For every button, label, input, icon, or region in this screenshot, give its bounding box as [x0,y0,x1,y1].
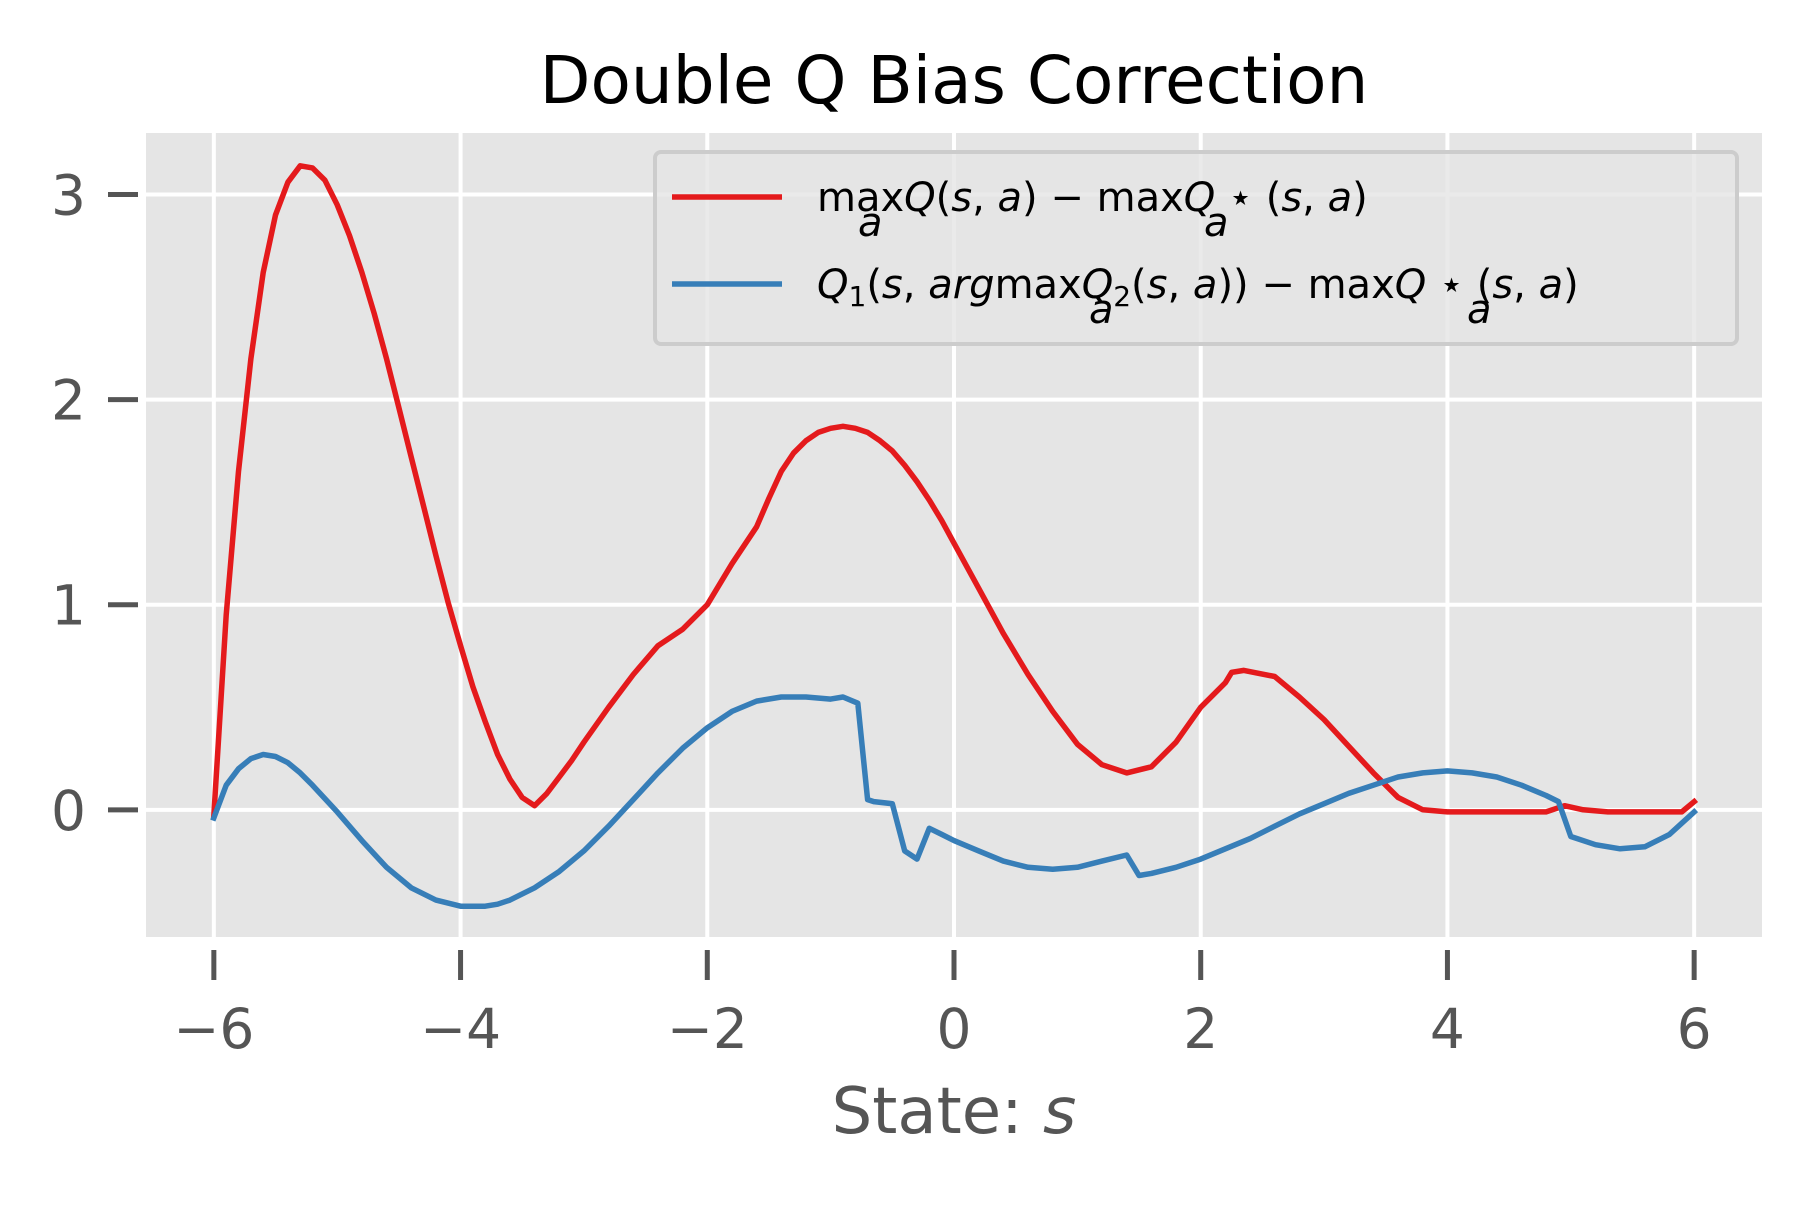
legend-subscript-a: a [858,200,883,246]
legend-subscript-a: a [1467,287,1492,333]
x-tick-label: 6 [1677,997,1712,1061]
y-tick-label: 1 [51,574,86,638]
x-tick-label: 0 [937,997,972,1061]
series-line-max-q-bias [210,163,1699,819]
legend-entry-double-q-bias: Q1(s, argmaxQ2(s, a)) − maxQ ⋆ (s, a) [817,262,1579,313]
legend-subscript-a: a [1204,200,1229,246]
x-tick-label: −4 [420,997,501,1061]
data-series [210,163,1699,909]
y-tick-label: 2 [51,369,86,433]
legend: maxQ(s, a) − maxQ ⋆ (s, a) a a Q1(s, arg… [653,150,1739,346]
x-tick-label: −6 [173,997,254,1061]
axes: −6 −4 −2 0 2 4 6 0 1 2 3 [51,164,1712,1061]
chart-title: Double Q Bias Correction [540,42,1369,119]
y-tick-label: 0 [51,779,86,843]
x-tick-label: −2 [667,997,748,1061]
y-tick-label: 3 [51,164,86,228]
x-tick-label: 4 [1430,997,1465,1061]
legend-entry-max-q-bias: maxQ(s, a) − maxQ ⋆ (s, a) [817,175,1368,221]
series-line-double-q-bias [210,694,1699,909]
legend-subscript-a: a [1089,287,1114,333]
legend-frame [653,150,1739,346]
x-axis-label: State: s [832,1075,1077,1149]
x-tick-label: 2 [1183,997,1218,1061]
